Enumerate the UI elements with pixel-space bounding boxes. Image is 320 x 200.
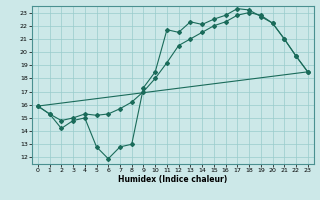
X-axis label: Humidex (Indice chaleur): Humidex (Indice chaleur) xyxy=(118,175,228,184)
